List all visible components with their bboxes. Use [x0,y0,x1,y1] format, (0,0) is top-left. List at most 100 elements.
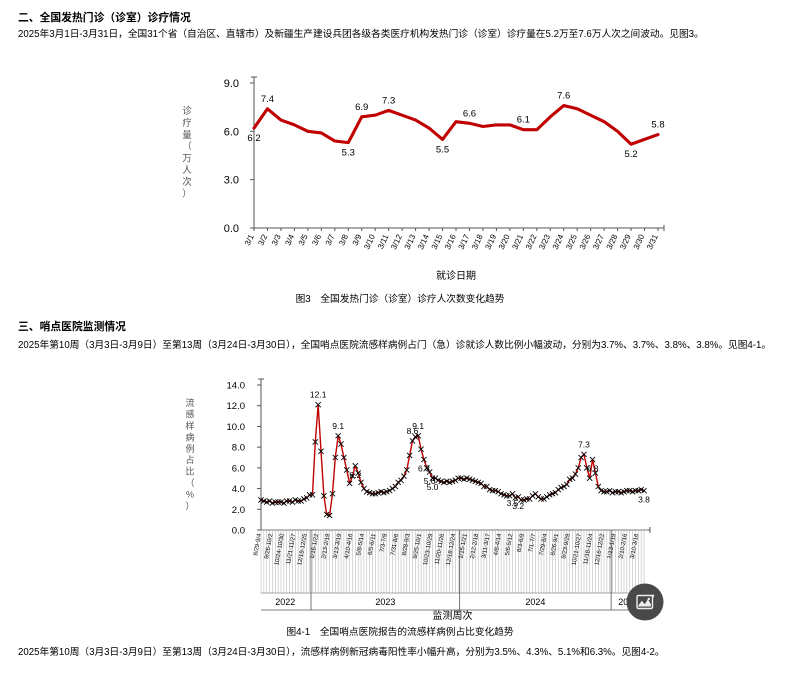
svg-text:2/13-2/19: 2/13-2/19 [321,533,331,560]
svg-text:7.6: 7.6 [557,91,570,102]
svg-text:次: 次 [182,176,192,188]
svg-text:6.0: 6.0 [224,126,239,138]
svg-text:3/4: 3/4 [283,233,296,247]
svg-text:3/24: 3/24 [551,233,566,251]
svg-text:3/8: 3/8 [337,233,350,247]
svg-text:4/10-4/16: 4/10-4/16 [344,533,354,560]
svg-text:）: ） [185,501,194,511]
svg-text:3.2: 3.2 [512,501,524,511]
svg-text:3/12: 3/12 [389,233,404,251]
svg-text:3/14: 3/14 [416,233,431,251]
svg-text:诊: 诊 [182,105,192,117]
svg-text:11/20-11/26: 11/20-11/26 [435,533,446,565]
svg-text:4.0: 4.0 [232,484,245,495]
svg-text:7/29-8/4: 7/29-8/4 [539,533,549,556]
svg-text:2.0: 2.0 [232,505,245,516]
svg-text:14.0: 14.0 [227,381,246,392]
svg-text:3/26: 3/26 [578,233,593,251]
svg-text:3/15: 3/15 [430,233,445,251]
svg-text:监测周次: 监测周次 [433,609,473,620]
svg-text:6.2: 6.2 [349,470,361,480]
svg-text:6.2: 6.2 [247,133,260,144]
svg-text:3.8: 3.8 [638,495,650,505]
svg-text:例: 例 [185,443,194,454]
svg-text:3/27: 3/27 [591,233,606,251]
svg-text:12/19-12/25: 12/19-12/25 [297,533,309,566]
svg-text:5/8-5/14: 5/8-5/14 [356,533,366,556]
svg-text:8/28-9/3: 8/28-9/3 [402,533,412,556]
svg-text:疗: 疗 [182,117,192,129]
svg-text:6/5-6/11: 6/5-6/11 [368,533,378,556]
svg-text:2022: 2022 [275,597,295,607]
svg-text:6.1: 6.1 [517,115,530,126]
svg-text:12.0: 12.0 [227,401,246,412]
svg-text:3/13-3/19: 3/13-3/19 [333,533,343,560]
svg-text:5.5: 5.5 [436,144,449,155]
svg-text:3/6: 3/6 [310,233,323,247]
svg-text:11/18-11/24: 11/18-11/24 [583,533,594,565]
svg-text:3/22: 3/22 [524,233,539,251]
svg-text:8/29-9/4: 8/29-9/4 [253,533,263,556]
svg-text:2023: 2023 [375,597,395,607]
svg-text:5.0: 5.0 [427,482,439,492]
svg-text:6.6: 6.6 [463,108,476,119]
svg-text:9.1: 9.1 [332,421,344,431]
svg-text:9.1: 9.1 [412,421,424,431]
svg-text:3/11-3/17: 3/11-3/17 [481,533,491,559]
svg-text:9.0: 9.0 [224,78,239,90]
svg-text:3/16: 3/16 [443,233,458,251]
svg-text:7.3: 7.3 [578,439,590,449]
svg-text:3/13: 3/13 [403,233,418,251]
svg-text:5.8: 5.8 [651,120,664,131]
svg-text:4/8-4/14: 4/8-4/14 [493,533,503,556]
svg-text:10/24-10/30: 10/24-10/30 [274,533,286,566]
svg-text:3/1: 3/1 [243,233,256,247]
svg-text:3/20: 3/20 [497,233,512,251]
svg-text:3/5: 3/5 [297,233,310,247]
svg-text:3/30: 3/30 [632,233,647,251]
svg-text:万: 万 [182,153,192,164]
svg-text:9/26-10/2: 9/26-10/2 [264,533,274,560]
svg-text:2/10-2/16: 2/10-2/16 [619,533,629,560]
svg-text:9/23-9/29: 9/23-9/29 [561,533,571,560]
svg-text:人: 人 [182,165,192,176]
svg-text:3/28: 3/28 [605,233,620,251]
svg-text:3/10-3/16: 3/10-3/16 [630,533,640,560]
svg-text:6.9: 6.9 [355,102,368,113]
svg-text:0.0: 0.0 [224,223,239,235]
svg-text:病: 病 [185,431,194,442]
svg-text:样: 样 [185,420,194,431]
svg-text:3/2: 3/2 [256,233,269,247]
svg-text:12.1: 12.1 [310,390,327,400]
svg-text:量: 量 [182,130,192,141]
svg-text:3/17: 3/17 [457,233,472,251]
svg-text:5.3: 5.3 [342,148,355,159]
svg-text:0.0: 0.0 [232,526,245,537]
svg-text:7.4: 7.4 [261,94,274,105]
svg-text:3/18: 3/18 [470,233,485,251]
svg-text:6.8: 6.8 [418,464,430,474]
svg-text:3/25: 3/25 [564,233,579,251]
svg-text:（: （ [185,478,194,488]
svg-text:感: 感 [185,409,194,420]
svg-text:10/23-10/29: 10/23-10/29 [423,533,435,566]
svg-text:6.8: 6.8 [587,464,599,474]
svg-text:9/25-10/1: 9/25-10/1 [413,533,423,560]
svg-text:比: 比 [185,466,194,477]
svg-text:就诊日期: 就诊日期 [436,269,476,282]
svg-text:3/10: 3/10 [362,233,377,251]
svg-text:3/21: 3/21 [510,233,525,251]
svg-text:8/26-9/1: 8/26-9/1 [550,533,560,556]
svg-text:12/16-12/22: 12/16-12/22 [594,533,606,566]
svg-text:12/18-12/24: 12/18-12/24 [446,533,458,566]
svg-text:3/3: 3/3 [270,233,283,247]
svg-text:3/23: 3/23 [537,233,552,251]
svg-text:%: % [186,489,194,499]
svg-text:10/21-10/27: 10/21-10/27 [572,533,584,566]
svg-text:3/9: 3/9 [351,233,364,247]
svg-text:流: 流 [185,397,194,408]
svg-text:11/21-11/27: 11/21-11/27 [286,533,297,565]
svg-text:2024: 2024 [525,597,545,607]
svg-text:7.3: 7.3 [382,95,395,106]
svg-text:3/19: 3/19 [483,233,498,251]
